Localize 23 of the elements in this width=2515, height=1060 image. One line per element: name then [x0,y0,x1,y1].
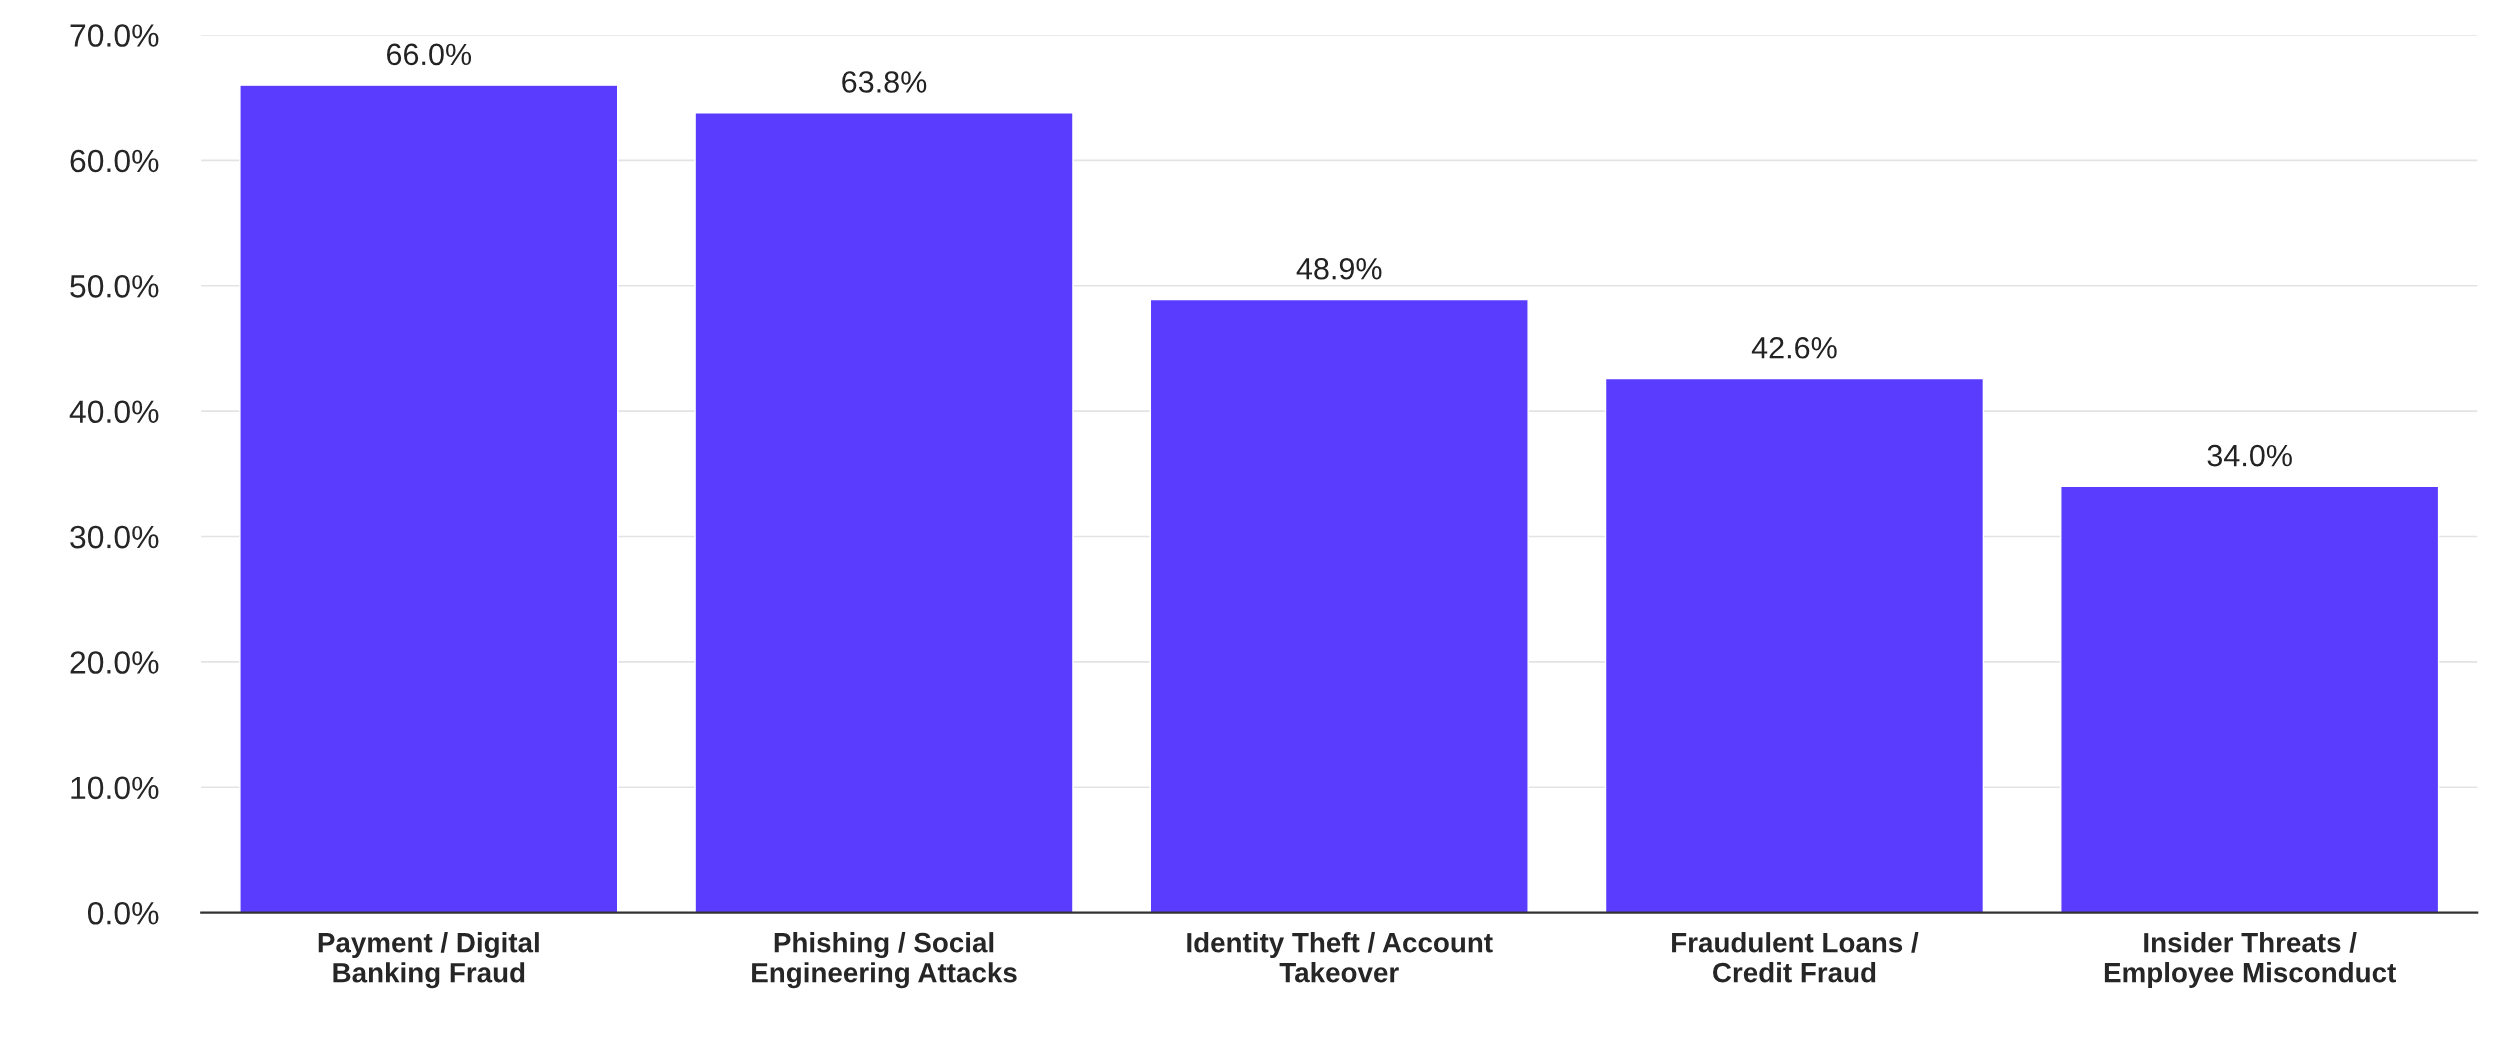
x-tick-label: Payment / Digital Banking Fraud [318,932,539,989]
y-tick-label: 40.0% [69,400,159,424]
bar [239,84,619,913]
bar [2060,485,2440,913]
data-label: 34.0% [2207,444,2292,467]
bar [1604,377,1985,913]
x-tick-label: Identity Theft / Account Takeover [1187,932,1493,983]
y-tick-label: 0.0% [87,901,159,925]
x-tick-label: Fraudulent Loans / Credit Fraud [1672,932,1919,983]
y-tick-label: 30.0% [70,525,159,549]
y-tick-label: 70.0% [70,24,159,47]
y-tick-label: 20.0% [70,651,159,674]
x-tick-label: Insider Threats / Employee Misconduct [2104,932,2396,988]
y-tick-label: 10.0% [71,776,159,800]
data-label: 42.6% [1751,336,1837,359]
y-tick-label: 60.0% [70,149,159,173]
bar [1149,298,1529,913]
y-tick-label: 50.0% [70,275,159,298]
bar [694,112,1074,913]
data-label: 63.8% [842,71,927,93]
data-label: 48.9% [1296,257,1382,280]
data-label: 66.0% [387,43,472,66]
x-tick-label: Phishing / Social Engineering Attacks [752,932,1017,989]
